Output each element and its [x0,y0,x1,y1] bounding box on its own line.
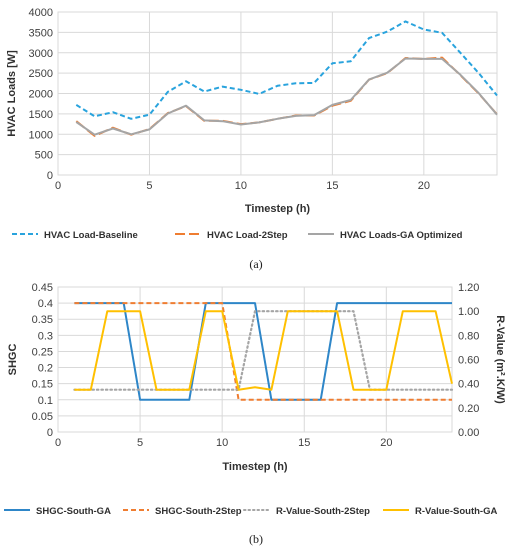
x-tick-label: 5 [146,180,152,192]
y-tick-label: 0.3 [38,330,53,342]
y-axis-title: HVAC Loads [W] [6,50,18,137]
x-tick-label: 10 [235,180,247,192]
y-tick-label: 3000 [29,48,53,60]
x-tick-label: 20 [418,180,430,192]
y-tick-label: 0.25 [32,346,53,358]
y-tick-label: 2000 [29,89,53,101]
y-tick-label: 1000 [29,129,53,141]
legend-label: HVAC Load-Baseline [44,230,138,241]
legend-label: R-Value-South-2Step [276,506,370,517]
y-tick-label: 4000 [29,7,53,19]
y2-tick-label: 1.00 [458,306,479,318]
series-line-shgc-south-2step [74,302,452,401]
x-tick-label: 5 [137,437,143,449]
y2-tick-label: 0.80 [458,330,479,342]
y-tick-label: 0.05 [32,411,53,423]
x-tick-label: 0 [55,437,61,449]
y2-tick-label: 0.20 [458,403,479,415]
legend-label: HVAC Load-2Step [207,230,288,241]
y-tick-label: 0 [47,427,53,439]
y-tick-label: 0 [47,170,53,182]
legend-label: HVAC Loads-GA Optimized [340,230,463,241]
series-line-r-value-south-ga [74,310,453,391]
series-line-hvac-load-baseline [75,20,498,120]
y-axis-title: SHGC [7,344,19,376]
y-tick-label: 0.35 [32,314,53,326]
series-line-hvac-loads-ga-optimized [75,57,498,136]
x-tick-label: 10 [216,437,228,449]
y2-tick-label: 0.40 [458,379,479,391]
figure-caption: (b) [249,532,263,546]
y-tick-label: 0.45 [32,282,53,294]
y-tick-label: 500 [35,150,53,162]
x-axis-title: Timestep (h) [245,203,311,215]
x-tick-label: 0 [55,180,61,192]
x-tick-label: 15 [326,180,338,192]
y2-tick-label: 0.00 [458,427,479,439]
x-tick-label: 20 [380,437,392,449]
legend-label: R-Value-South-GA [415,506,497,517]
y-tick-label: 0.1 [38,395,53,407]
y2-axis-title: R-Value (m².K/W) [494,315,506,404]
legend-label: SHGC-South-GA [36,506,111,517]
y-tick-label: 0.15 [32,379,53,391]
y-tick-label: 1500 [29,109,53,121]
y2-tick-label: 0.60 [458,355,479,367]
y-tick-label: 0.2 [38,363,53,375]
y-tick-label: 3500 [29,27,53,39]
series-line-shgc-south-ga [74,302,452,401]
figure-caption: (a) [249,257,262,271]
legend-label: SHGC-South-2Step [155,506,242,517]
x-tick-label: 15 [298,437,310,449]
series-line-r-value-south-2step [73,310,454,391]
chart-a [12,11,498,235]
x-axis-title: Timestep (h) [222,461,288,473]
chart-b [4,286,454,511]
y2-tick-label: 1.20 [458,282,479,294]
y-tick-label: 0.4 [38,298,53,310]
y-tick-label: 2500 [29,68,53,80]
series-line-hvac-load-2step [75,56,498,137]
